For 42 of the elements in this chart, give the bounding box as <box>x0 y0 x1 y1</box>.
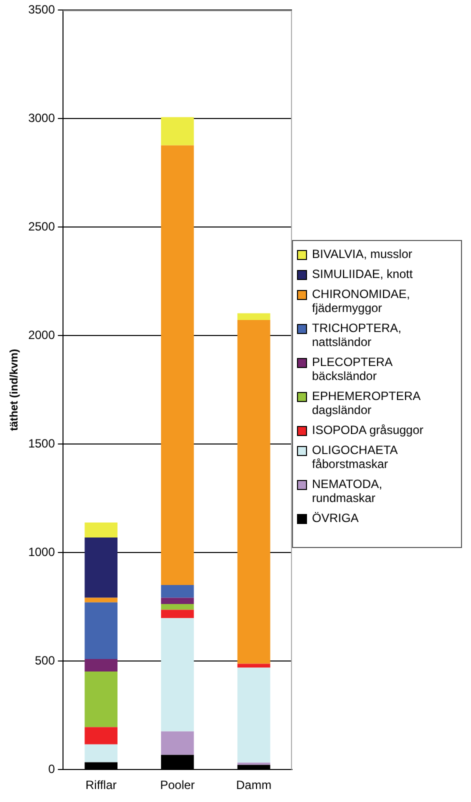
bar <box>161 117 194 146</box>
legend-label: OLIGOCHAETA fåborstmaskar <box>312 443 399 471</box>
bar <box>161 584 194 598</box>
bar <box>161 604 194 610</box>
bar <box>84 537 118 598</box>
x-tick-label: Rifflar <box>86 778 117 792</box>
bar <box>237 668 270 763</box>
y-tick-label: 2000 <box>28 328 56 342</box>
y-tick-label: 3000 <box>28 111 56 125</box>
y-tick-label: 2500 <box>28 219 56 234</box>
bar <box>161 618 194 732</box>
bar <box>84 602 118 659</box>
bar <box>237 664 270 668</box>
bar <box>84 672 118 728</box>
y-tick-label: 1500 <box>28 436 56 450</box>
bar <box>84 658 118 672</box>
y-axis-title: täthet (ind/kvm) <box>8 348 21 431</box>
legend-label: NEMATODA, rundmaskar <box>312 477 384 505</box>
bar <box>161 731 194 755</box>
x-tick-label: Damm <box>236 778 272 792</box>
bar <box>84 727 118 744</box>
bar <box>161 610 194 618</box>
bar <box>84 598 118 602</box>
legend-label: SIMULIIDAE, knott <box>312 267 414 281</box>
legend-label: BIVALVIA, musslor <box>312 247 414 261</box>
legend-label: ÖVRIGA <box>312 511 360 525</box>
legend-label: PLECOPTERA bäcksländor <box>312 355 394 383</box>
bar <box>161 145 194 585</box>
bar <box>84 522 118 538</box>
x-tick-label: Pooler <box>160 778 195 792</box>
bar <box>237 313 270 320</box>
y-tick-label: 1000 <box>28 544 56 559</box>
y-tick-label: 500 <box>34 653 56 668</box>
bar <box>237 320 270 664</box>
legend-label: ISOPODA gråsuggor <box>312 423 424 437</box>
bar <box>161 598 194 604</box>
legend-label: CHIRONOMIDAE, fjädermyggor <box>312 287 412 315</box>
legend-label: TRICHOPTERA, nattsländor <box>312 321 402 349</box>
bar <box>84 744 118 762</box>
legend-label: EPHEMEROPTERA dagsländor <box>312 389 422 417</box>
y-tick-label: 0 <box>48 762 56 776</box>
y-tick-label: 3500 <box>28 2 56 17</box>
